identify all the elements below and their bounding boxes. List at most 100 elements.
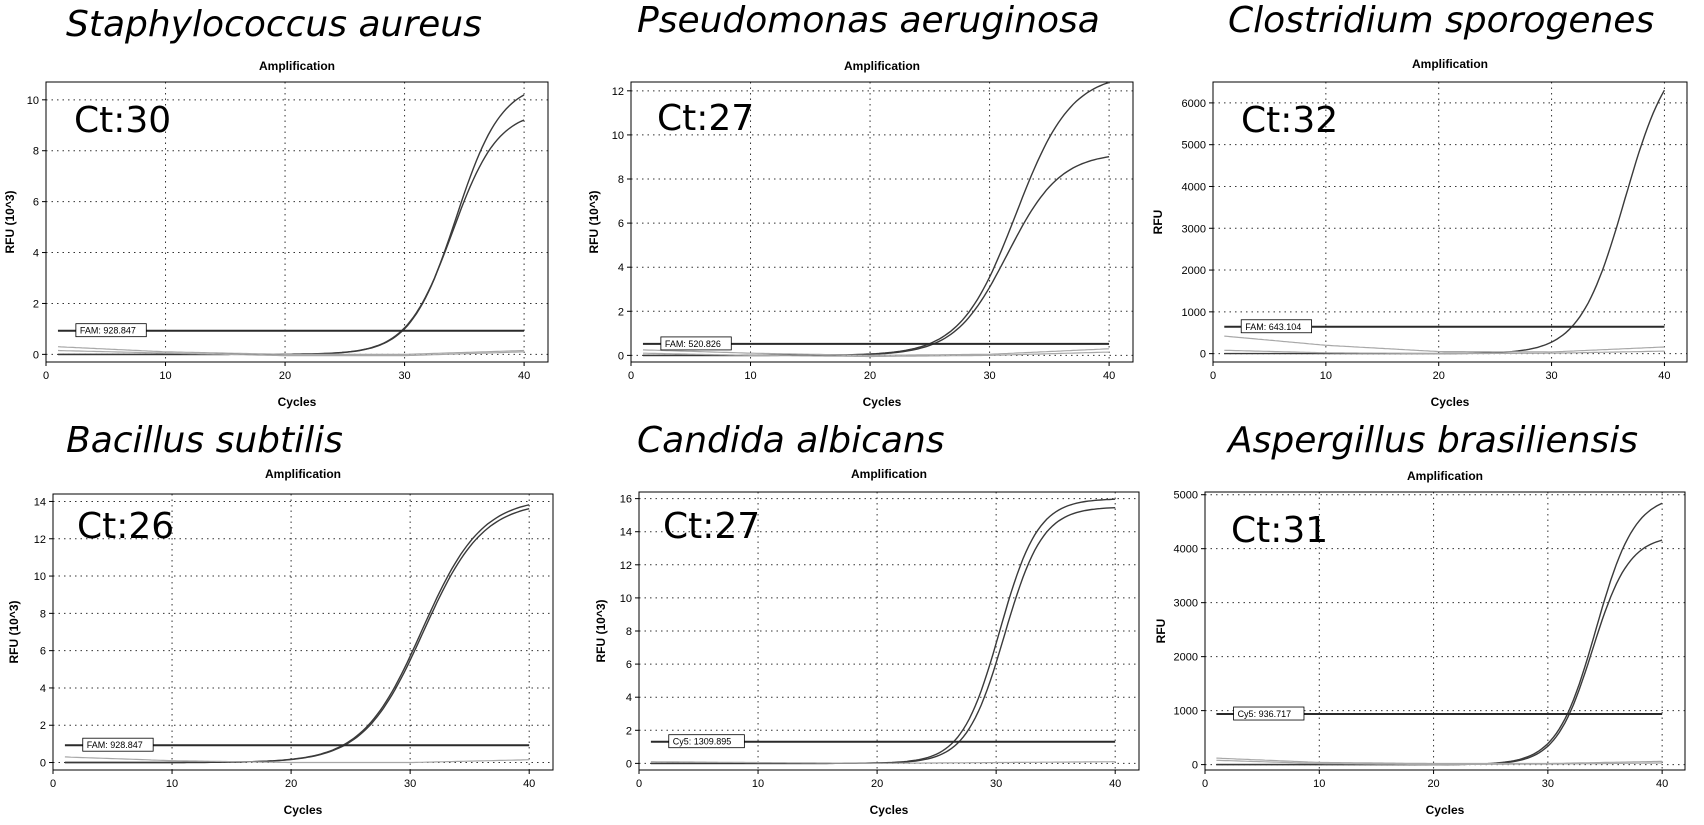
amplification-curve-sample-2 — [64, 508, 530, 764]
y-tick-label: 0 — [33, 349, 39, 361]
x-tick-label: 20 — [1427, 778, 1439, 790]
y-tick-label: 4 — [40, 683, 46, 695]
x-tick-label: 10 — [752, 778, 764, 790]
plot-frame — [45, 81, 549, 363]
amplification-curve-negative-2 — [1216, 759, 1663, 766]
amplification-curve-negative-2 — [643, 351, 1110, 358]
x-tick-label: 30 — [1542, 778, 1554, 790]
threshold-label: FAM: 643.104 — [1245, 322, 1301, 332]
threshold-label: Cy5: 1309.895 — [673, 737, 732, 747]
y-tick-label: 2 — [618, 306, 624, 318]
x-tick-label: 40 — [1658, 370, 1670, 382]
x-axis-label: Cycles — [278, 395, 317, 409]
ct-value-label: Ct:27 — [657, 98, 754, 139]
y-axis-label: RFU (10^3) — [3, 190, 17, 253]
y-tick-label: 12 — [34, 534, 46, 546]
x-tick-label: 40 — [1109, 778, 1121, 790]
plot-title: Amplification — [844, 59, 920, 73]
x-tick-label: 30 — [983, 370, 995, 382]
y-tick-label: 10 — [620, 593, 632, 605]
x-tick-label: 20 — [871, 778, 883, 790]
ct-value-label: Ct:30 — [74, 100, 171, 141]
y-tick-label: 4 — [626, 692, 632, 704]
threshold-label-box — [1233, 706, 1305, 721]
x-tick-label: 0 — [628, 370, 634, 382]
y-tick-label: 8 — [33, 146, 39, 158]
threshold-label: FAM: 928.847 — [80, 326, 136, 336]
ct-value-label: Ct:27 — [663, 506, 760, 547]
x-tick-label: 10 — [166, 778, 178, 790]
x-tick-label: 20 — [279, 370, 291, 382]
y-tick-label: 6 — [40, 646, 46, 658]
x-tick-label: 20 — [864, 370, 876, 382]
amplification-curve-negative-1 — [1216, 757, 1663, 765]
plot-frame — [52, 493, 554, 771]
y-tick-label: 12 — [620, 560, 632, 572]
y-tick-label: 2 — [626, 725, 632, 737]
x-tick-label: 0 — [50, 778, 56, 790]
y-tick-label: 6 — [618, 218, 624, 230]
y-tick-label: 0 — [1192, 760, 1198, 772]
y-tick-label: 2 — [33, 298, 39, 310]
y-tick-label: 4000 — [1174, 544, 1198, 556]
x-tick-label: 40 — [1656, 778, 1668, 790]
y-tick-label: 12 — [612, 86, 624, 98]
y-tick-label: 0 — [1200, 349, 1206, 361]
amplification-curve-negative-2 — [57, 349, 525, 357]
x-tick-label: 20 — [285, 778, 297, 790]
y-tick-label: 4000 — [1182, 181, 1206, 193]
y-tick-label: 14 — [620, 527, 632, 539]
plot-title: Amplification — [1407, 469, 1483, 483]
amplification-curve-sample-2 — [1216, 539, 1663, 766]
y-tick-label: 6000 — [1182, 98, 1206, 110]
threshold-label-box — [82, 737, 154, 752]
y-axis-label: RFU (10^3) — [7, 600, 21, 663]
amplification-curve-sample-2 — [643, 156, 1110, 357]
plot-title: Amplification — [265, 467, 341, 481]
organism-name: Pseudomonas aeruginosa — [637, 0, 1100, 41]
organism-name: Staphylococcus aureus — [66, 4, 482, 45]
plot-title: Amplification — [851, 467, 927, 481]
y-tick-label: 5000 — [1182, 140, 1206, 152]
amplification-curve-negative-1 — [57, 346, 525, 355]
x-tick-label: 10 — [744, 370, 756, 382]
ct-value-label: Ct:31 — [1231, 510, 1328, 551]
threshold-label-box — [668, 734, 745, 749]
y-tick-label: 14 — [34, 496, 46, 508]
y-tick-label: 16 — [620, 494, 632, 506]
amplification-curve-negative-1 — [642, 348, 1110, 356]
x-tick-label: 20 — [1433, 370, 1445, 382]
x-axis-label: Cycles — [863, 395, 902, 409]
x-tick-label: 30 — [398, 370, 410, 382]
plot-title: Amplification — [1412, 57, 1488, 71]
threshold-label: FAM: 928.847 — [87, 740, 143, 750]
x-tick-label: 10 — [1313, 778, 1325, 790]
organism-name: Candida albicans — [637, 420, 945, 461]
plot-frame — [630, 81, 1134, 363]
amplification-curve-negative-1 — [1224, 335, 1665, 353]
y-tick-label: 6 — [33, 197, 39, 209]
organism-name: Clostridium sporogenes — [1228, 0, 1654, 41]
x-axis-label: Cycles — [1431, 395, 1470, 409]
y-tick-label: 8 — [626, 626, 632, 638]
x-axis-label: Cycles — [284, 803, 323, 817]
x-tick-label: 30 — [1545, 370, 1557, 382]
y-tick-label: 3000 — [1174, 598, 1198, 610]
amplification-panel-6: Aspergillus brasiliensis Amplification 0 10… — [1154, 420, 1686, 817]
y-tick-label: 1000 — [1174, 706, 1198, 718]
y-tick-label: 10 — [34, 571, 46, 583]
x-tick-label: 30 — [404, 778, 416, 790]
organism-name: Bacillus subtilis — [66, 420, 343, 461]
y-tick-label: 2000 — [1174, 652, 1198, 664]
y-tick-label: 0 — [618, 350, 624, 362]
ct-value-label: Ct:26 — [77, 506, 174, 547]
y-axis-label: RFU — [1151, 210, 1165, 235]
x-tick-label: 40 — [523, 778, 535, 790]
x-tick-label: 40 — [1103, 370, 1115, 382]
x-tick-label: 0 — [43, 370, 49, 382]
ct-value-label: Ct:32 — [1241, 100, 1338, 141]
x-axis-label: Cycles — [870, 803, 909, 817]
plot-frame — [1204, 491, 1686, 771]
